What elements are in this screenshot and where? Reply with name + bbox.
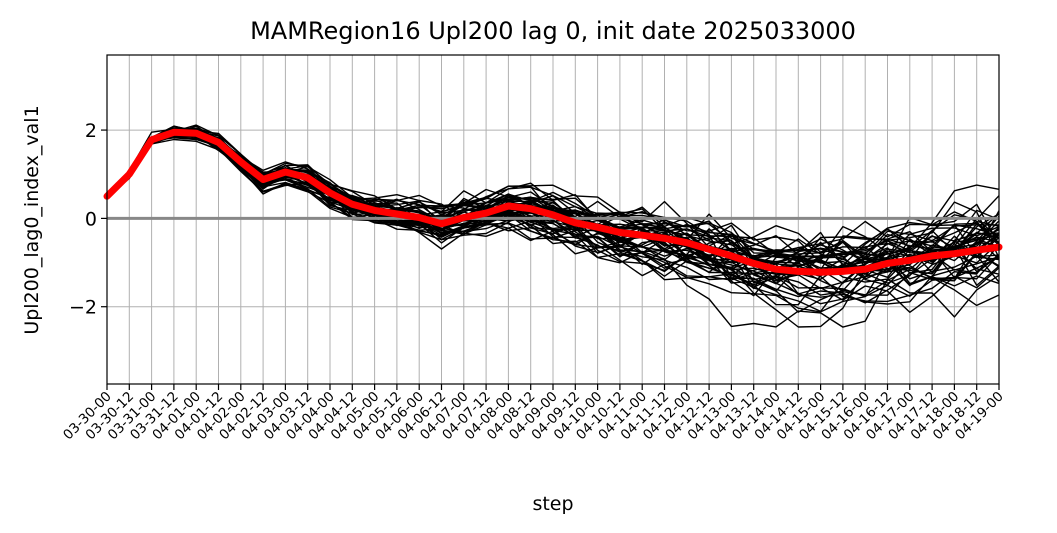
series-line — [103, 128, 1003, 276]
y-axis-label: Upl200_lag0_index_val1 — [21, 105, 43, 334]
ensemble-member-line — [106, 131, 1000, 303]
ensemble-member-line — [106, 129, 1000, 271]
ensemble-member-line — [106, 131, 1000, 284]
y-tick-label: 2 — [85, 120, 97, 142]
ensemble-mean-series — [103, 128, 1003, 276]
y-axis-ticks: −2 0 2 — [69, 120, 107, 319]
y-tick-label: −2 — [69, 297, 97, 319]
x-axis-label: step — [532, 493, 573, 515]
y-tick-label: 0 — [85, 208, 97, 230]
chart-title: MAMRegion16 Upl200 lag 0, init date 2025… — [250, 17, 856, 45]
ensemble-member-line — [106, 125, 1000, 276]
